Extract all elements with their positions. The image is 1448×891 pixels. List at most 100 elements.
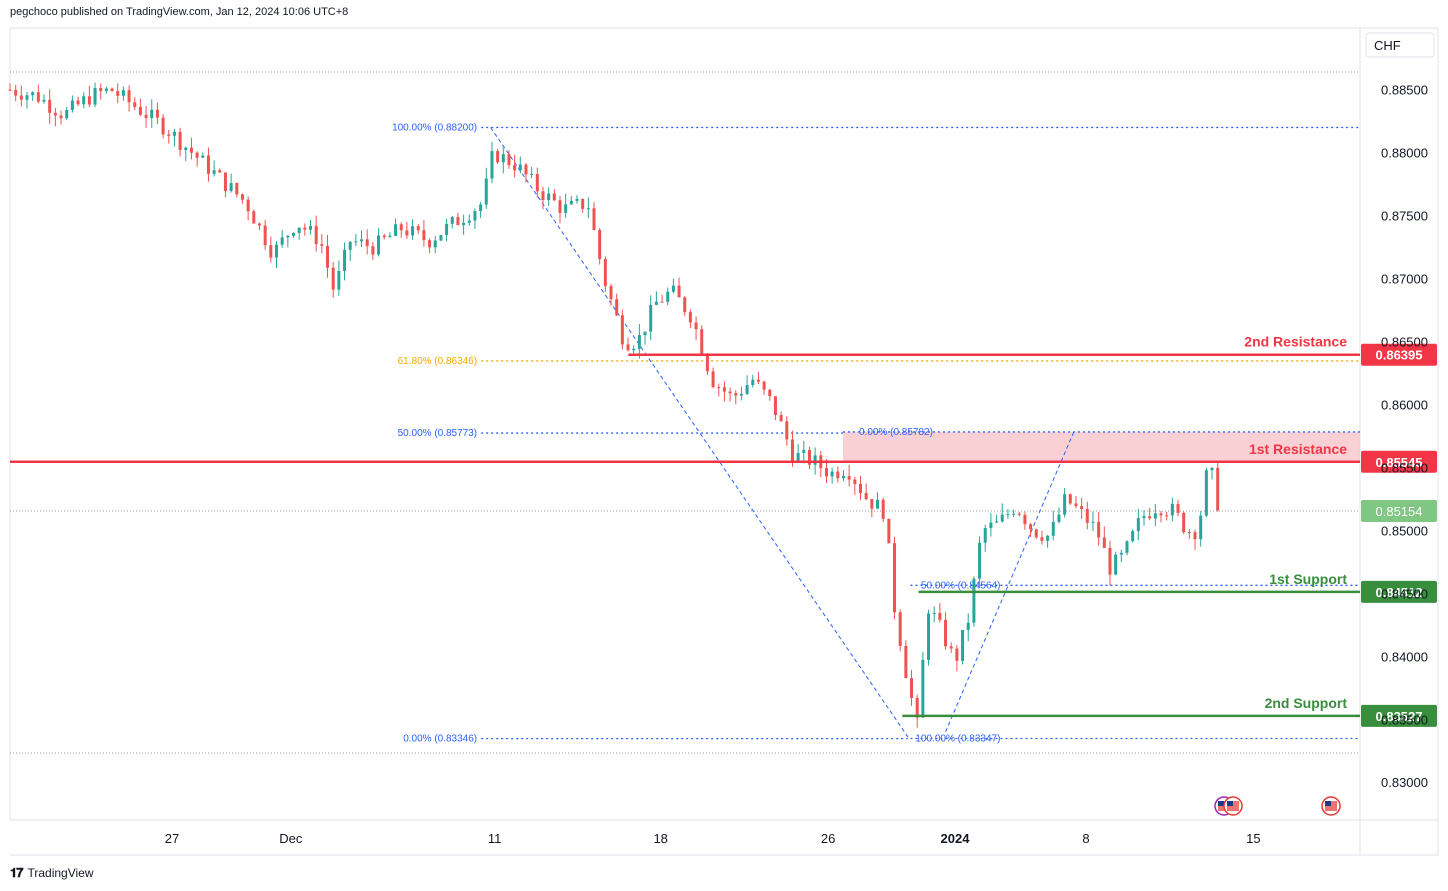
candle bbox=[1091, 511, 1095, 531]
candle bbox=[87, 85, 91, 108]
candle-body bbox=[206, 155, 210, 174]
candle-body bbox=[1142, 516, 1146, 519]
candle-body bbox=[394, 224, 398, 236]
candle bbox=[496, 148, 500, 164]
candle-body bbox=[1176, 503, 1180, 513]
candle bbox=[127, 85, 131, 112]
candle-body bbox=[847, 476, 851, 480]
candle-body bbox=[456, 217, 460, 226]
candle-body bbox=[1006, 514, 1010, 516]
candle bbox=[133, 97, 137, 110]
us-flag-icon[interactable] bbox=[1321, 796, 1341, 816]
resistance-price-badge: 0.85545 bbox=[1361, 450, 1437, 473]
candle-body bbox=[354, 241, 358, 243]
candle-body bbox=[859, 484, 862, 494]
tradingview-logo[interactable]: 𝟏𝟕 TradingView bbox=[10, 864, 94, 882]
candle bbox=[1051, 511, 1055, 541]
candle-body bbox=[263, 225, 267, 246]
candle bbox=[751, 374, 755, 388]
candle bbox=[1165, 511, 1169, 521]
candle-body bbox=[1210, 467, 1214, 471]
candle-body bbox=[1170, 503, 1174, 516]
candle bbox=[1216, 463, 1220, 512]
candle-body bbox=[1119, 552, 1123, 555]
candle bbox=[893, 536, 897, 620]
candle bbox=[121, 86, 125, 101]
candle bbox=[507, 150, 511, 169]
flag-canton bbox=[1218, 801, 1224, 806]
candle bbox=[422, 220, 426, 247]
candle-body bbox=[473, 211, 477, 221]
candle-body bbox=[1029, 524, 1033, 530]
candle-body bbox=[422, 230, 426, 241]
candle bbox=[189, 137, 193, 160]
candle bbox=[212, 160, 216, 177]
currency-selector[interactable]: CHF bbox=[1365, 32, 1435, 58]
candle-body bbox=[490, 151, 494, 179]
candle bbox=[326, 234, 330, 278]
candle bbox=[768, 388, 772, 401]
candle bbox=[240, 193, 244, 204]
candle-body bbox=[70, 100, 74, 110]
candle bbox=[201, 152, 205, 159]
candle-body bbox=[439, 235, 443, 241]
candle-body bbox=[1046, 535, 1050, 541]
candle-body bbox=[1012, 513, 1016, 515]
candle bbox=[637, 324, 641, 359]
candle bbox=[564, 193, 568, 219]
candle-body bbox=[87, 96, 91, 105]
us-flag-icon[interactable] bbox=[1223, 796, 1243, 816]
candlesticks bbox=[8, 82, 1220, 728]
candle bbox=[257, 222, 261, 231]
candle-body bbox=[31, 92, 35, 96]
candle-body bbox=[552, 193, 556, 201]
candle bbox=[927, 609, 931, 666]
candle bbox=[785, 416, 789, 446]
candle bbox=[19, 85, 23, 107]
candle-body bbox=[286, 235, 290, 238]
candle bbox=[717, 383, 721, 397]
candle bbox=[365, 229, 369, 255]
candle-body bbox=[1108, 547, 1112, 575]
candle bbox=[280, 230, 284, 248]
candle-body bbox=[705, 354, 709, 372]
candle bbox=[1204, 467, 1208, 518]
candle bbox=[756, 371, 760, 385]
candle bbox=[1170, 497, 1174, 522]
candle-body bbox=[155, 109, 159, 118]
candle-body bbox=[1074, 503, 1078, 507]
candle-body bbox=[320, 244, 324, 246]
y-tick-label: 0.84500 bbox=[1381, 586, 1428, 601]
x-tick-label: 15 bbox=[1246, 831, 1260, 846]
event-icons bbox=[1214, 796, 1341, 816]
candle bbox=[303, 223, 307, 236]
candle bbox=[155, 102, 159, 124]
candle-body bbox=[1040, 537, 1044, 541]
candle-body bbox=[195, 152, 199, 158]
candle-body bbox=[966, 622, 970, 630]
last-price-bg bbox=[1361, 500, 1437, 523]
candle bbox=[915, 694, 919, 728]
candle-body bbox=[1125, 541, 1129, 553]
candle-body bbox=[717, 387, 721, 389]
candle bbox=[1046, 534, 1050, 548]
candle bbox=[530, 167, 534, 179]
candle bbox=[354, 233, 358, 247]
candle bbox=[535, 167, 539, 198]
candle-body bbox=[82, 96, 86, 105]
candle bbox=[887, 518, 891, 544]
candle bbox=[82, 92, 86, 109]
candle bbox=[473, 208, 477, 229]
candle bbox=[42, 94, 46, 104]
candle-body bbox=[824, 468, 828, 477]
candle-body bbox=[133, 102, 137, 107]
candle-body bbox=[558, 200, 562, 213]
candle-body bbox=[484, 178, 488, 205]
candle bbox=[331, 262, 335, 298]
candle bbox=[581, 198, 585, 213]
candle bbox=[1159, 511, 1163, 523]
candle-body bbox=[751, 379, 755, 386]
candle bbox=[172, 128, 176, 147]
candle bbox=[824, 459, 828, 483]
